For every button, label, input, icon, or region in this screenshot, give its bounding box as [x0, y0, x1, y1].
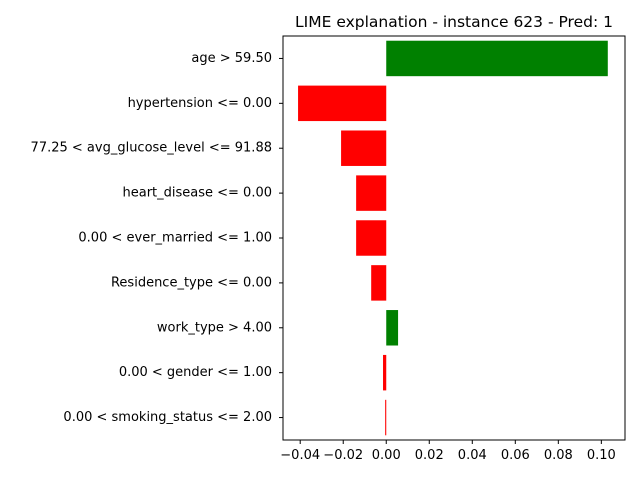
y-tick-label-7: 0.00 < gender <= 1.00 [119, 365, 272, 380]
x-tick-label-0: −0.04 [280, 448, 320, 463]
y-tick-label-0: age > 59.50 [191, 51, 272, 66]
bar-7 [383, 354, 387, 391]
bar-5 [371, 265, 387, 301]
bars-group [298, 40, 608, 436]
x-tick-label-7: 0.10 [587, 448, 616, 463]
plot-frame [282, 35, 626, 441]
y-tick-label-3: heart_disease <= 0.00 [122, 186, 272, 201]
bar-8 [385, 399, 387, 436]
chart-title: LIME explanation - instance 623 - Pred: … [295, 13, 613, 31]
y-tick-label-1: hypertension <= 0.00 [128, 96, 272, 111]
x-tick-label-2: 0.00 [372, 448, 401, 463]
bar-4 [356, 220, 387, 256]
x-tick-label-5: 0.06 [501, 448, 530, 463]
bar-6 [386, 310, 399, 346]
x-axis: −0.04 −0.02 0.00 0.02 0.04 0.06 0.08 0.10 [280, 440, 616, 463]
x-tick-label-3: 0.02 [415, 448, 444, 463]
x-tick-label-4: 0.04 [458, 448, 487, 463]
bar-1 [298, 85, 387, 122]
bar-0 [386, 40, 608, 77]
bar-2 [341, 130, 387, 166]
bar-3 [356, 175, 387, 211]
y-tick-label-4: 0.00 < ever_married <= 1.00 [78, 231, 272, 246]
y-tick-labels: age > 59.50 hypertension <= 0.00 77.25 < a… [31, 51, 283, 425]
y-tick-label-8: 0.00 < smoking_status <= 2.00 [63, 410, 272, 425]
x-tick-label-6: 0.08 [544, 448, 573, 463]
y-tick-label-6: work_type > 4.00 [157, 320, 272, 335]
y-tick-label-2: 77.25 < avg_glucose_level <= 91.88 [31, 141, 272, 156]
x-tick-label-1: −0.02 [323, 448, 363, 463]
y-tick-label-5: Residence_type <= 0.00 [111, 275, 272, 290]
